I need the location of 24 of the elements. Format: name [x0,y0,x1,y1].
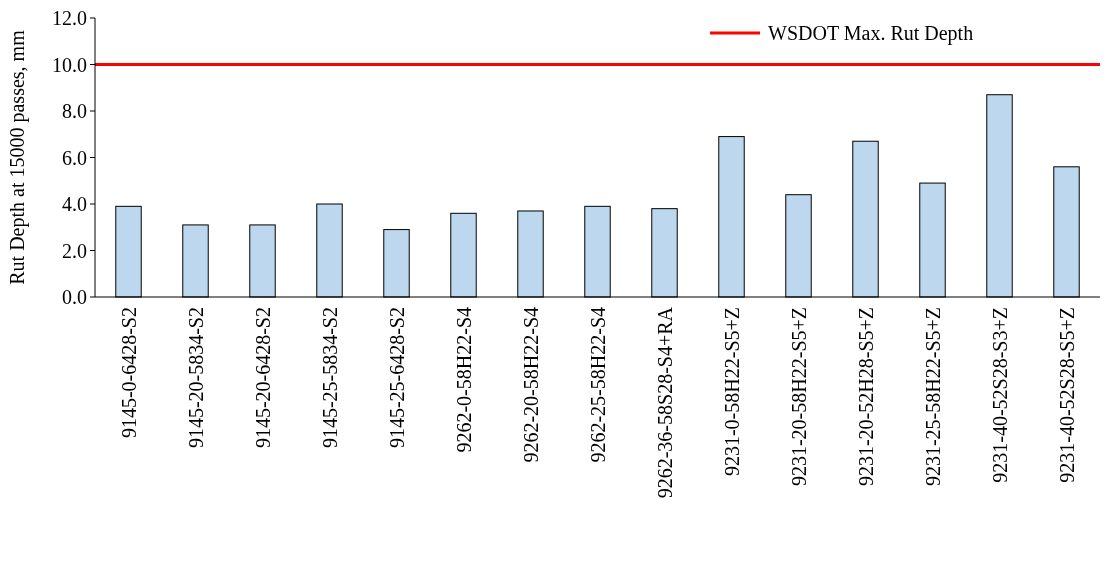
x-tick-label: 9231-20-52H28-S5+Z [854,307,877,487]
x-tick-label: 9231-25-58H22-S5+Z [921,307,944,487]
y-tick-label: 4.0 [62,193,87,215]
y-tick-label: 12.0 [52,7,87,29]
y-tick-label: 6.0 [62,146,87,169]
x-tick-label: 9231-20-58H22-S5+Z [787,307,810,487]
x-tick-label: 9145-25-5834-S2 [318,307,341,449]
x-tick-label: 9262-0-58H22-S4 [452,307,475,453]
y-tick-label: 2.0 [62,239,87,262]
x-tick-label: 9262-20-58H22-S4 [519,307,542,463]
x-tick-label: 9231-40-52S28-S3+Z [988,307,1011,483]
legend-label: WSDOT Max. Rut Depth [768,22,974,45]
x-tick-label: 9145-20-6428-S2 [251,307,274,449]
y-tick-label: 10.0 [52,53,87,76]
x-tick-label: 9231-0-58H22-S5+Z [720,307,743,477]
y-axis-title: Rut Depth at 15000 passes, mm [6,29,29,285]
x-tick-label: 9145-0-6428-S2 [117,307,140,439]
x-tick-label: 9262-36-58S28-S4+RA [653,306,676,499]
x-tick-label: 9145-25-6428-S2 [385,307,408,449]
x-tick-label: 9145-20-5834-S2 [184,307,207,449]
x-tick-label: 9262-25-58H22-S4 [586,307,609,463]
y-tick-label: 0.0 [62,286,87,308]
x-tick-label: 9231-40-52S28-S5+Z [1055,307,1078,483]
y-tick-label: 8.0 [62,100,87,122]
